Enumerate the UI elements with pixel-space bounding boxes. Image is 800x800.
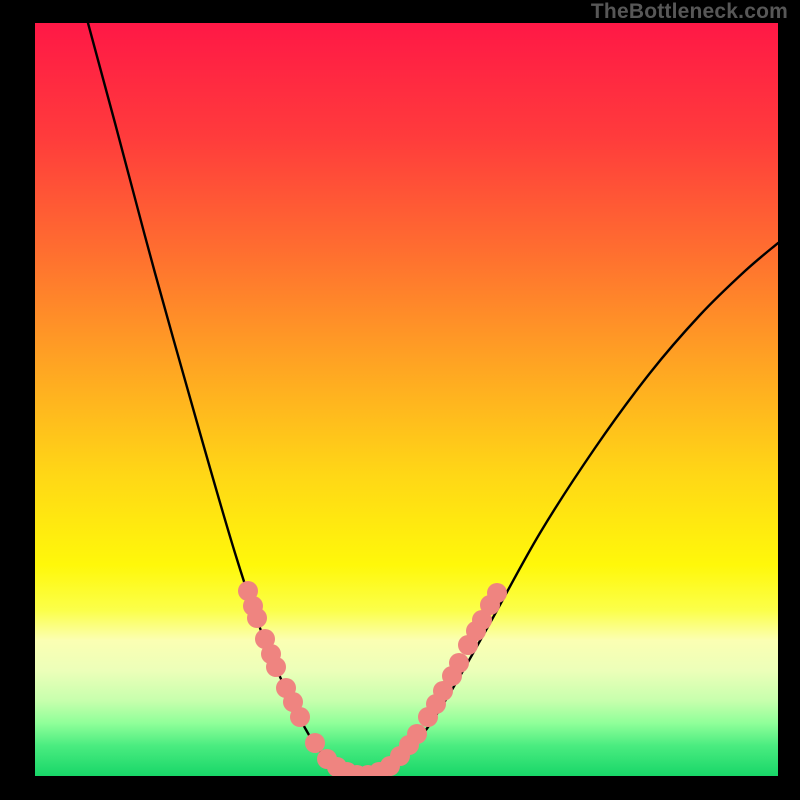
watermark-text: TheBottleneck.com [591,0,788,24]
curve-markers-group [238,581,507,776]
curve-marker [305,733,325,753]
curve-marker [449,653,469,673]
plot-area [35,23,778,776]
curve-right-branch [357,243,778,775]
chart-frame: TheBottleneck.com [0,0,800,800]
curve-marker [266,657,286,677]
curve-marker [487,583,507,603]
curve-marker [247,608,267,628]
curve-marker [290,707,310,727]
bottleneck-curve-svg [35,23,778,776]
curve-marker [407,724,427,744]
curve-left-branch [88,23,357,775]
